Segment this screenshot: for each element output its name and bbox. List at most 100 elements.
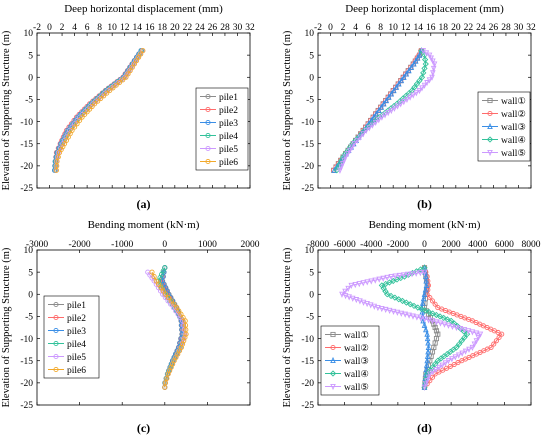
chart-title: Deep horizontal displacement (mm) [345, 3, 504, 15]
legend-marker [487, 122, 493, 130]
data-point [116, 80, 122, 86]
legend-label: pile1 [219, 93, 238, 103]
data-point [345, 285, 351, 292]
data-point [387, 292, 395, 300]
data-point [120, 77, 126, 83]
data-point [395, 296, 402, 303]
data-point [465, 328, 472, 335]
x-tick-label: 2000 [442, 240, 461, 250]
data-point [87, 106, 93, 112]
data-point [383, 96, 390, 104]
legend-marker [330, 383, 336, 391]
legend: pile1 pile2 pile3 pile4 pile5 pile6 [43, 295, 100, 379]
x-tick-label: 22 [183, 23, 193, 33]
series-5 [337, 48, 438, 174]
data-point [473, 330, 480, 337]
data-point [477, 331, 484, 338]
data-point [149, 269, 155, 275]
y-tick-label: -10 [301, 335, 314, 345]
x-tick-label: 0 [328, 23, 333, 33]
data-point [403, 299, 410, 306]
panel-label: (a) [137, 197, 151, 211]
data-point [101, 93, 107, 99]
data-point [451, 361, 457, 368]
data-point [436, 313, 444, 320]
x-tick-label: 8000 [522, 240, 541, 250]
data-point [337, 167, 343, 174]
y-tick-label: -5 [25, 313, 33, 323]
x-tick-label: -6000 [334, 240, 356, 250]
data-point [380, 275, 387, 282]
data-point [407, 301, 414, 308]
data-point [469, 329, 476, 336]
x-tick-label: 10 [107, 23, 117, 33]
data-point [341, 157, 347, 164]
data-point [429, 374, 436, 380]
data-point [417, 266, 424, 273]
y-tick-label: 10 [24, 246, 34, 256]
legend-marker [205, 145, 211, 152]
data-point [422, 307, 429, 314]
data-point [390, 277, 397, 285]
legend-label: wall⑤ [344, 382, 369, 393]
y-tick-label: -15 [20, 140, 33, 150]
x-tick-label: 2000 [241, 240, 260, 250]
panel-label: (c) [137, 421, 150, 435]
data-point [453, 324, 460, 332]
data-point [421, 316, 428, 323]
data-point [382, 112, 388, 119]
data-point [400, 272, 407, 279]
data-point [165, 295, 171, 301]
data-point [421, 321, 428, 328]
y-axis-label: Elevation of Supporting Structure (m) [1, 247, 12, 407]
x-tick-label: 20 [170, 23, 180, 33]
y-tick-label: -25 [301, 184, 314, 194]
data-point [421, 82, 428, 89]
data-point [425, 317, 432, 324]
data-point [417, 315, 424, 322]
legend-marker [53, 301, 59, 308]
legend-label: pile5 [67, 353, 86, 363]
data-point [414, 54, 421, 61]
data-point [339, 161, 346, 168]
data-point [429, 74, 435, 81]
x-tick-label: 18 [439, 23, 449, 33]
data-point [424, 80, 430, 87]
data-point [372, 119, 379, 127]
data-point [339, 291, 345, 298]
legend-label: wall② [344, 343, 369, 354]
legend-label: pile2 [67, 314, 86, 324]
data-point [411, 84, 418, 91]
x-tick-label: 28 [220, 23, 230, 33]
data-point [429, 310, 436, 317]
y-tick-label: -15 [301, 357, 314, 367]
data-point [432, 324, 438, 331]
data-point [433, 311, 440, 319]
data-point [414, 314, 420, 321]
y-axis-label: Elevation of Supporting Structure (m) [282, 247, 293, 407]
data-point [354, 137, 361, 144]
legend-marker [487, 97, 493, 104]
y-tick-label: 5 [28, 268, 33, 278]
x-tick-label: 14 [132, 23, 142, 33]
data-point [356, 281, 363, 288]
y-tick-label: -5 [306, 96, 314, 106]
data-point [404, 96, 410, 104]
data-point [413, 90, 420, 97]
data-point [164, 375, 170, 381]
data-point [423, 381, 429, 388]
chart-title: Bending moment (kN·m) [369, 219, 481, 231]
data-point [162, 384, 168, 390]
y-tick-label: 5 [28, 51, 33, 61]
data-point [375, 106, 382, 114]
chart-title: Deep horizontal displacement (mm) [64, 3, 223, 15]
data-point [349, 295, 356, 302]
x-tick-label: -2000 [69, 240, 91, 250]
data-point [82, 111, 88, 118]
panel-label: (d) [417, 421, 432, 435]
data-point [418, 305, 425, 313]
x-tick-label: 6 [366, 23, 371, 33]
data-point [430, 58, 436, 65]
legend-label: pile3 [219, 119, 238, 129]
